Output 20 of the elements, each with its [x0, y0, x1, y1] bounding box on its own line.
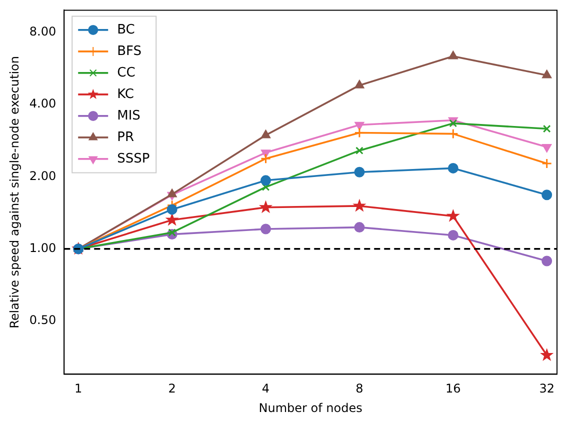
legend-label: CC	[117, 65, 136, 80]
legend-label: PR	[117, 130, 134, 145]
x-tick-label: 32	[539, 382, 554, 396]
legend-label: BFS	[117, 44, 142, 59]
y-axis-title: Relative speed against single-node execution	[7, 56, 22, 328]
x-tick-label: 2	[168, 382, 176, 396]
y-tick-label: 4.00	[29, 96, 56, 111]
x-tick-label: 16	[445, 382, 461, 396]
x-axis-title: Number of nodes	[258, 400, 362, 415]
x-tick-label: 8	[356, 382, 364, 396]
legend-label: KC	[117, 86, 134, 102]
legend-label: BC	[117, 22, 135, 38]
y-tick-label: 1.00	[29, 240, 56, 255]
y-tick-label: 0.50	[29, 313, 56, 328]
x-tick-label: 4	[262, 382, 270, 396]
legend-label: MIS	[117, 108, 140, 124]
y-tick-label: 2.00	[29, 168, 56, 183]
x-tick-label: 1	[74, 382, 82, 396]
y-tick-label: 8.00	[29, 24, 56, 39]
legend-label: SSSP	[117, 151, 150, 166]
